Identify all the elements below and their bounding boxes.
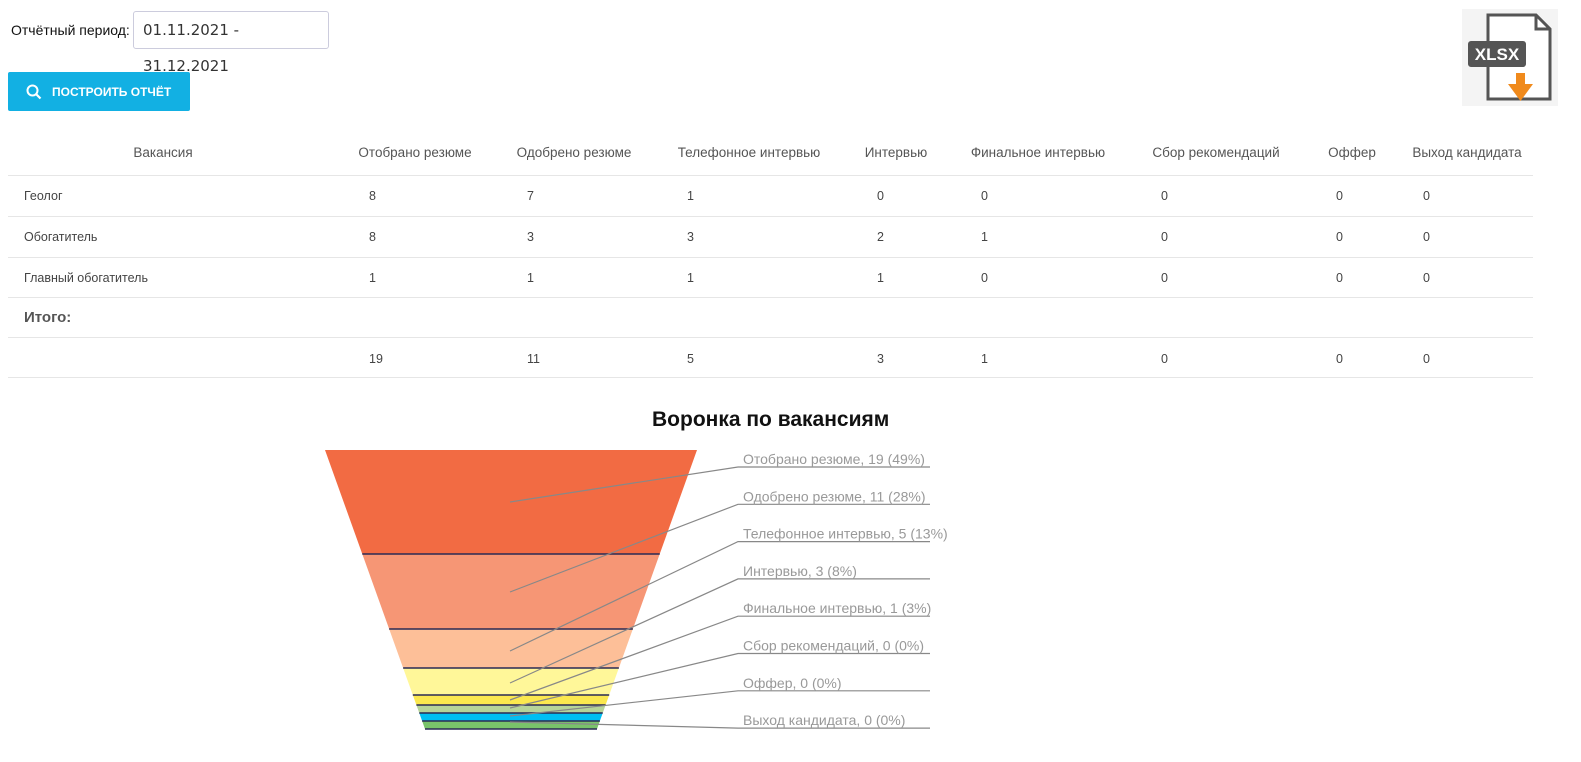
total-cell: 5 xyxy=(687,352,694,366)
table-cell: 1 xyxy=(369,271,376,285)
period-input[interactable]: 01.11.2021 - 31.12.2021 xyxy=(133,11,329,75)
table-cell: 0 xyxy=(1161,189,1168,203)
row-divider xyxy=(8,175,1533,176)
funnel-segment xyxy=(403,668,619,695)
leader-line xyxy=(509,466,930,503)
build-report-button[interactable]: ПОСТРОИТЬ ОТЧЁТ xyxy=(8,72,190,111)
table-cell: 0 xyxy=(1161,271,1168,285)
vacancy-name: Обогатитель xyxy=(24,230,98,244)
table-cell: 0 xyxy=(981,271,988,285)
period-label: Отчётный период: xyxy=(11,22,130,38)
table-cell: 1 xyxy=(981,230,988,244)
leader-line xyxy=(509,540,930,652)
row-divider xyxy=(8,377,1533,378)
total-label: Итого: xyxy=(24,309,72,326)
funnel-label: Выход кандидата, 0 (0%) xyxy=(743,712,905,728)
xlsx-label: XLSX xyxy=(1475,45,1520,64)
funnel-label: Интервью, 3 (8%) xyxy=(743,563,857,579)
table-cell: 1 xyxy=(877,271,884,285)
total-cell: 0 xyxy=(1161,352,1168,366)
table-cell: 2 xyxy=(877,230,884,244)
table-cell: 3 xyxy=(687,230,694,244)
table-cell: 1 xyxy=(687,271,694,285)
row-divider xyxy=(8,257,1533,258)
column-header: Интервью xyxy=(864,145,928,160)
column-header: Оффер xyxy=(1328,145,1376,160)
table-cell: 1 xyxy=(527,271,534,285)
table-cell: 0 xyxy=(1423,230,1430,244)
table-cell: 0 xyxy=(1423,189,1430,203)
table-cell: 0 xyxy=(1161,230,1168,244)
xlsx-file-download-icon: XLSX xyxy=(1468,13,1552,101)
leader-line xyxy=(509,721,930,729)
total-cell: 0 xyxy=(1336,352,1343,366)
table-cell: 0 xyxy=(1336,271,1343,285)
table-cell: 8 xyxy=(369,230,376,244)
column-header: Одобрено резюме xyxy=(516,145,632,160)
export-xlsx-button[interactable]: XLSX xyxy=(1462,9,1558,106)
total-cell: 11 xyxy=(527,352,540,366)
table-cell: 0 xyxy=(1336,189,1343,203)
row-divider xyxy=(8,216,1533,217)
row-divider xyxy=(8,337,1533,338)
total-cell: 0 xyxy=(1423,352,1430,366)
table-cell: 3 xyxy=(527,230,534,244)
column-header: Вакансия xyxy=(133,145,193,160)
funnel-label: Одобрено резюме, 11 (28%) xyxy=(743,488,926,504)
leader-line xyxy=(509,503,930,593)
table-cell: 0 xyxy=(1423,271,1430,285)
funnel-segment xyxy=(389,629,633,668)
funnel-label: Отобрано резюме, 19 (49%) xyxy=(743,451,925,467)
total-cell: 19 xyxy=(369,352,383,366)
search-icon xyxy=(26,84,42,99)
table-cell: 1 xyxy=(687,189,694,203)
funnel-label: Оффер, 0 (0%) xyxy=(743,675,842,691)
vacancy-name: Главный обогатитель xyxy=(24,271,148,285)
funnel-label: Финальное интервью, 1 (3%) xyxy=(743,600,931,616)
table-cell: 0 xyxy=(981,189,988,203)
table-cell: 0 xyxy=(1336,230,1343,244)
total-cell: 3 xyxy=(877,352,884,366)
leader-line xyxy=(509,652,930,709)
table-cell: 0 xyxy=(877,189,884,203)
leader-line xyxy=(509,615,930,701)
column-header: Выход кандидата xyxy=(1412,145,1522,160)
table-cell: 8 xyxy=(369,189,376,203)
column-header: Сбор рекомендаций xyxy=(1152,145,1280,160)
total-cell: 1 xyxy=(981,352,988,366)
funnel-label: Телефонное интервью, 5 (13%) xyxy=(743,526,948,542)
funnel-label: Сбор рекомендаций, 0 (0%) xyxy=(743,638,924,654)
leader-line xyxy=(509,690,930,717)
build-report-label: ПОСТРОИТЬ ОТЧЁТ xyxy=(52,84,172,99)
column-header: Финальное интервью xyxy=(970,145,1106,160)
vacancy-name: Геолог xyxy=(24,189,63,203)
chart-title: Воронка по вакансиям xyxy=(652,408,890,431)
leader-line xyxy=(509,578,930,684)
funnel-segment xyxy=(419,713,603,721)
table-cell: 7 xyxy=(527,189,534,203)
column-header: Отобрано резюме xyxy=(358,145,472,160)
row-divider xyxy=(8,297,1533,298)
column-header: Телефонное интервью xyxy=(677,145,821,160)
